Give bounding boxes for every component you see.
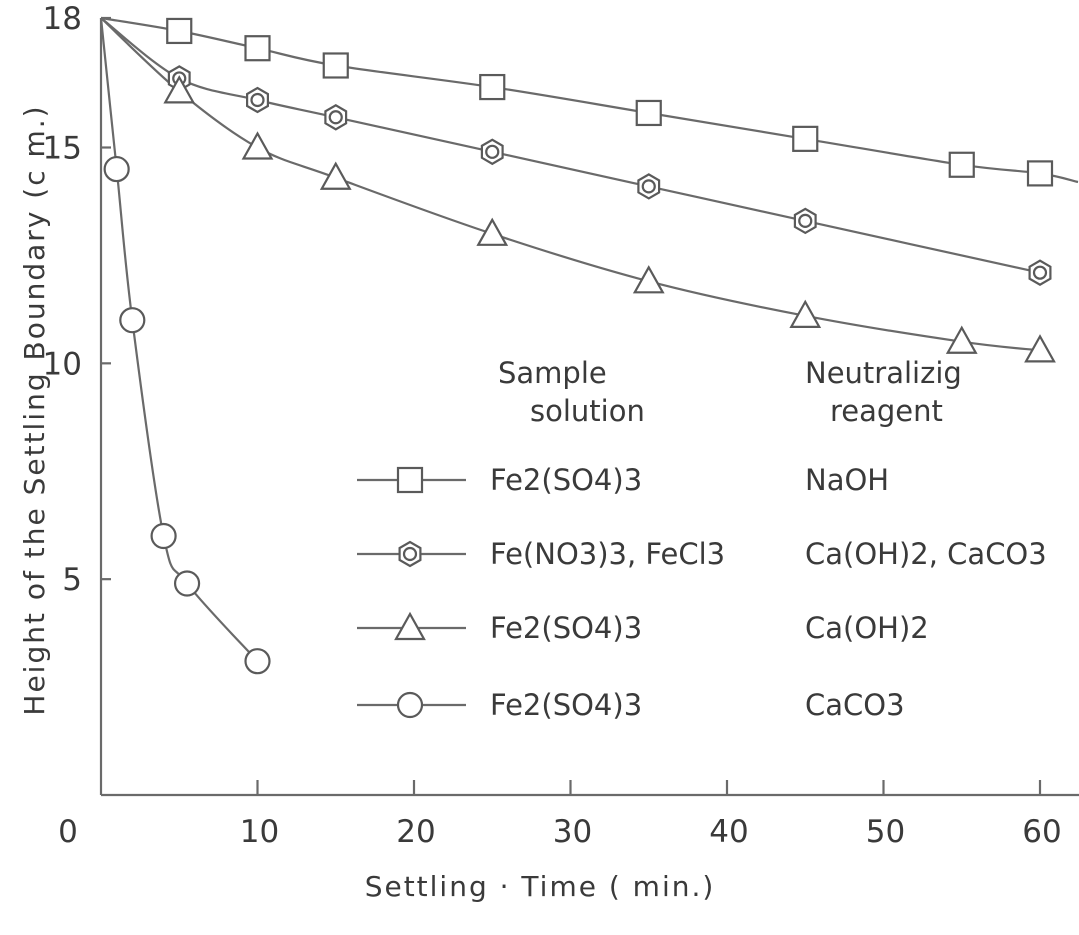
- hexagon-marker: [1028, 259, 1052, 286]
- hexagon-inner-circle: [641, 179, 656, 194]
- square-marker: [948, 151, 975, 178]
- circle-marker: [244, 648, 271, 675]
- legend-sample-label: Fe(NO3)3, FeCl3: [490, 537, 725, 571]
- hexagon-inner-circle: [250, 92, 265, 108]
- triangle-marker: [476, 217, 509, 246]
- legend-reagent-label: Ca(OH)2: [805, 611, 929, 645]
- legend-sample-label: Fe2(SO4)3: [490, 463, 642, 497]
- square-marker: [322, 52, 349, 79]
- hexagon-marker: [480, 138, 504, 166]
- legend-sample-label: Fe2(SO4)3: [490, 611, 642, 645]
- hexagon-marker: [793, 207, 817, 235]
- y-axis-ticks: 5 10 15 18: [43, 1, 111, 598]
- x-tick-label: 10: [240, 814, 279, 850]
- y-axis-title: Height of the Settling Boundary (c m.): [18, 104, 51, 715]
- x-tick-label: 0: [58, 814, 78, 850]
- triangle-marker: [945, 325, 978, 354]
- hexagon-inner-circle: [798, 213, 813, 228]
- legend-reagent-label: CaCO3: [805, 688, 905, 722]
- x-axis-title: Settling · Time ( min.): [365, 870, 716, 903]
- circle-marker: [103, 155, 130, 183]
- square-marker: [396, 466, 424, 494]
- square-marker: [1026, 160, 1054, 187]
- legend-header-sample: Sample solution: [498, 356, 645, 428]
- hexagon-inner-circle: [1032, 265, 1048, 280]
- x-axis-ticks: 0 10 20 30 40 50 60: [58, 780, 1062, 850]
- triangle-marker: [241, 131, 274, 160]
- legend-reagent-label: Ca(OH)2, CaCO3: [805, 537, 1047, 571]
- triangle-marker: [789, 299, 822, 328]
- x-tick-label: 50: [866, 814, 905, 850]
- square-marker: [635, 99, 662, 127]
- triangle-marker: [319, 161, 352, 190]
- triangle-marker: [394, 611, 426, 641]
- hexagon-inner-circle: [402, 546, 418, 562]
- legend-reagent-label: NaOH: [805, 463, 889, 497]
- series-line-circle: [99, 17, 259, 662]
- y-tick-label: 18: [43, 1, 82, 37]
- legend: Sample solution Neutralizig reagent Fe2(SO…: [357, 356, 1047, 722]
- hexagon-marker: [246, 86, 269, 114]
- triangle-marker: [163, 75, 196, 104]
- square-marker: [792, 125, 819, 152]
- hexagon-inner-circle: [328, 110, 343, 125]
- legend-sample-label: Fe2(SO4)3: [490, 688, 642, 722]
- square-marker: [479, 73, 506, 101]
- triangle-marker: [632, 265, 665, 294]
- x-tick-label: 20: [396, 814, 435, 850]
- series-line-hexagon: [100, 17, 1041, 274]
- series-line-triangle: [100, 17, 1041, 352]
- x-tick-label: 40: [709, 814, 748, 850]
- circle-marker: [396, 691, 424, 719]
- hexagon-marker: [637, 173, 661, 200]
- circle-marker: [173, 570, 201, 597]
- x-tick-label: 60: [1022, 814, 1061, 850]
- hexagon-marker: [324, 104, 348, 131]
- y-tick-label: 5: [62, 562, 82, 598]
- series-markers: [103, 17, 1056, 675]
- square-marker: [166, 17, 193, 45]
- hexagon-marker: [398, 540, 422, 568]
- circle-marker: [150, 522, 177, 550]
- square-marker: [244, 35, 271, 62]
- legend-header-reagent: Neutralizig reagent: [805, 356, 962, 428]
- y-tick-label: 10: [43, 346, 82, 382]
- triangle-marker: [1024, 334, 1056, 363]
- y-tick-label: 15: [43, 131, 82, 167]
- x-tick-label: 30: [553, 814, 592, 850]
- hexagon-inner-circle: [485, 144, 500, 159]
- circle-marker: [119, 307, 146, 334]
